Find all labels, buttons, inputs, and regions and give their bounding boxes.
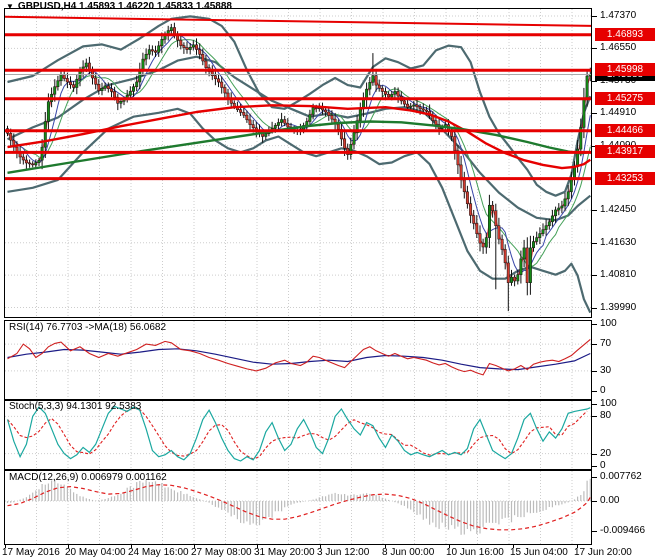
chart-title: ▼ GBPUSD,H4 1.45893 1.46220 1.45833 1.45… — [6, 1, 232, 12]
price-axis-label: 1.47370 — [600, 10, 637, 21]
price-axis-label: 1.44090 — [600, 140, 658, 152]
macd-chart[interactable] — [5, 471, 591, 544]
price-axis-label: 1.42450 — [600, 204, 637, 216]
axis-tick — [592, 324, 597, 325]
candlestick-chart[interactable] — [5, 9, 591, 317]
price-level-badge: 1.43917 — [595, 145, 655, 159]
rsi-scale-label: 0 — [600, 385, 606, 396]
time-axis-tick — [513, 545, 514, 548]
price-level-badge: 1.45998 — [595, 63, 655, 77]
price-axis-label: 1.39990 — [600, 301, 637, 313]
axis-tick — [592, 391, 597, 392]
time-axis-tick — [5, 545, 6, 548]
axis-tick — [592, 370, 597, 372]
price-axis-label: 1.41630 — [600, 236, 637, 248]
time-axis-tick — [257, 545, 258, 548]
time-axis-label: 15 Jun 04:00 — [510, 547, 568, 558]
axis-tick — [592, 466, 597, 467]
axis-tick — [592, 242, 597, 244]
chart-title-text: GBPUSD,H4 1.45893 1.46220 1.45833 1.4588… — [17, 1, 232, 12]
axis-tick — [592, 416, 597, 418]
rsi-panel[interactable] — [4, 320, 592, 400]
axis-tick — [592, 210, 597, 212]
stoch-scale-label: 0 — [600, 460, 606, 471]
time-axis-label: 27 May 08:00 — [191, 547, 252, 558]
rsi-scale-label: 70 — [600, 338, 612, 350]
axis-tick — [592, 16, 597, 17]
price-level-badge: 1.46893 — [595, 27, 655, 41]
time-axis-label: 20 May 04:00 — [65, 547, 126, 558]
axis-tick — [592, 48, 597, 50]
axis-tick — [592, 453, 597, 455]
time-axis-tick — [577, 545, 578, 548]
price-axis-label: 1.44910 — [600, 107, 637, 119]
axis-tick — [592, 344, 597, 346]
time-axis-label: 3 Jun 12:00 — [317, 547, 370, 558]
axis-tick — [592, 80, 597, 82]
time-axis-label: 17 May 2016 — [2, 547, 60, 558]
axis-tick — [592, 145, 597, 147]
time-axis-tick — [194, 545, 195, 548]
price-level-badge: 1.45275 — [595, 91, 655, 105]
axis-tick — [592, 275, 597, 277]
stoch-scale-label: 20 — [600, 447, 612, 459]
macd-label: MACD(12,26,9) 0.006979 0.001162 — [9, 472, 167, 483]
time-axis-label: 24 May 16:00 — [128, 547, 189, 558]
time-axis-label: 17 Jun 20:00 — [574, 547, 632, 558]
time-axis-tick — [320, 545, 321, 548]
axis-tick — [592, 530, 597, 532]
stochastic-panel[interactable] — [4, 400, 592, 470]
rsi-scale-label: 30 — [600, 364, 612, 376]
time-axis-label: 31 May 20:00 — [254, 547, 315, 558]
macd-panel[interactable] — [4, 470, 592, 545]
stoch-scale-label: 80 — [600, 410, 612, 422]
macd-scale-label: 0.007762 — [600, 470, 642, 482]
price-level-badge: 1.43253 — [595, 171, 655, 185]
axis-tick — [592, 476, 597, 478]
price-level-badge: 1.44466 — [595, 123, 655, 137]
axis-tick — [592, 113, 597, 115]
axis-tick — [592, 404, 597, 405]
time-axis-label: 10 Jun 16:00 — [446, 547, 504, 558]
rsi-label: RSI(14) 76.7703 ->MA(18) 56.0682 — [9, 322, 167, 333]
axis-tick — [592, 501, 597, 502]
time-axis-label: 8 Jun 00:00 — [382, 547, 435, 558]
macd-scale-label: 0.00 — [600, 495, 620, 506]
macd-scale-label: -0.009466 — [600, 524, 646, 536]
time-axis-tick — [449, 545, 450, 548]
time-axis-tick — [131, 545, 132, 548]
symbol-dropdown-icon[interactable]: ▼ — [6, 1, 14, 11]
rsi-chart[interactable] — [5, 321, 591, 399]
rsi-scale-label: 100 — [600, 318, 617, 329]
time-axis-tick — [68, 545, 69, 548]
stoch-label: Stoch(5,3,3) 94.1301 92.5383 — [9, 401, 142, 412]
stochastic-chart[interactable] — [5, 401, 591, 469]
time-axis-tick — [385, 545, 386, 548]
main-chart-panel[interactable] — [4, 8, 592, 318]
price-axis-label: 1.40810 — [600, 269, 637, 281]
price-axis-label: 1.46550 — [600, 42, 637, 54]
axis-tick — [592, 307, 597, 309]
stoch-scale-label: 100 — [600, 398, 617, 409]
